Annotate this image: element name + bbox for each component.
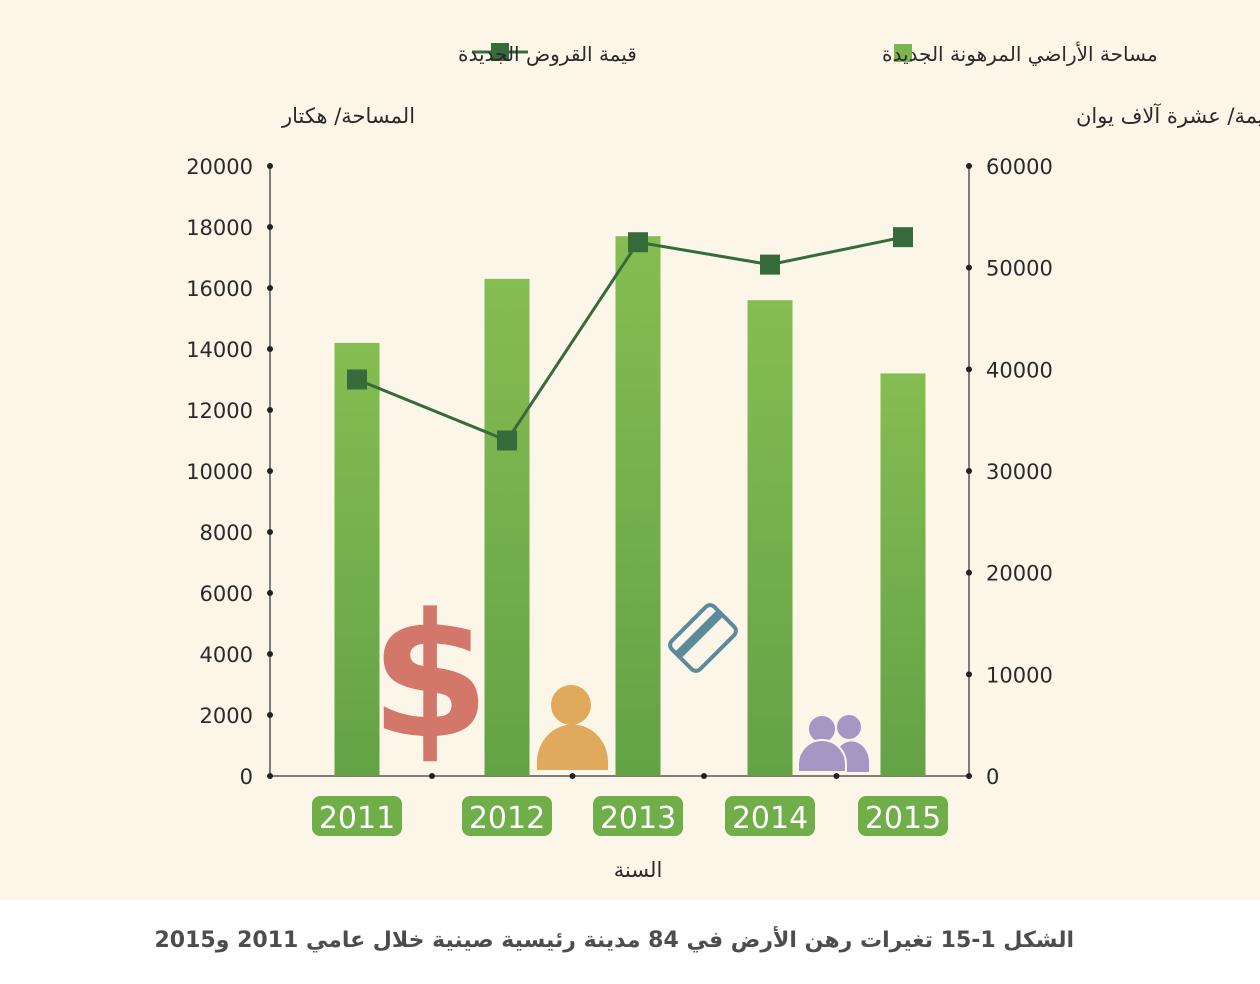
left-tick-label: 18000 [186, 216, 253, 240]
left-tick-dot [267, 590, 273, 596]
caption-text: الشكل 1-15 تغيرات رهن الأرض في 84 مدينة … [154, 928, 1075, 953]
x-separator-dot [429, 773, 435, 779]
right-axis-ticks: 0 10000 20000 30000 40000 50000 60000 [966, 155, 1053, 789]
right-tick-label: 60000 [986, 155, 1053, 179]
right-tick-label: 30000 [986, 460, 1053, 484]
left-axis-ticks: 0 2000 4000 6000 8000 10000 12000 14000 16000 180… [186, 155, 273, 789]
right-tick-label: 0 [986, 765, 999, 789]
left-tick-dot [267, 529, 273, 535]
right-tick-label: 10000 [986, 663, 1053, 687]
person-icon [537, 685, 608, 770]
left-tick-dot [267, 712, 273, 718]
left-axis-title: المساحة/ هكتار [281, 104, 415, 128]
x-separator-dot [833, 773, 840, 779]
left-tick-label: 2000 [200, 704, 253, 728]
bar-2014 [747, 300, 793, 776]
left-tick-dot [267, 163, 273, 169]
left-tick-dot [267, 407, 273, 413]
left-tick-label: 20000 [186, 155, 253, 179]
legend-bar-label: مساحة الأراضي المرهونة الجديدة [882, 42, 1158, 67]
chart-svg: مساحة الأراضي المرهونة الجديدة قيمة القر… [186, 42, 1260, 882]
right-axis-title: القيمة/ عشرة آلاف يوان [1076, 103, 1260, 128]
right-tick-dot [966, 569, 972, 576]
left-tick-dot [267, 285, 273, 291]
line-marker-2015 [893, 227, 913, 248]
right-tick-dot [966, 468, 972, 474]
legend: مساحة الأراضي المرهونة الجديدة قيمة القر… [458, 42, 1158, 67]
year-pill [593, 796, 683, 836]
bar-2015 [880, 373, 926, 776]
line-marker-2012 [497, 430, 517, 451]
x-axis-labels: 2011 2012 2013 2014 2015 [312, 796, 948, 836]
line-marker-2011 [347, 369, 367, 390]
left-tick-label: 0 [240, 765, 253, 789]
x-axis-title: السنة [614, 858, 663, 882]
bar-series [334, 236, 926, 776]
x-axis-dots [429, 773, 840, 779]
left-tick-label: 14000 [186, 338, 253, 362]
figure-caption: الشكل 1-15 تغيرات رهن الأرض في 84 مدينة … [0, 906, 1260, 976]
legend-bar-swatch [894, 44, 912, 62]
left-tick-label: 12000 [186, 399, 253, 423]
legend-line-label: قيمة القروض الجديدة [458, 42, 637, 66]
bar-2012 [484, 278, 530, 776]
year-pill [312, 796, 402, 836]
left-tick-label: 10000 [186, 460, 253, 484]
x-tick-label: 2011 [319, 801, 395, 836]
bar-2013 [615, 236, 661, 776]
legend-line-marker [491, 43, 509, 61]
chart-panel: مساحة الأراضي المرهونة الجديدة قيمة القر… [0, 0, 1260, 900]
year-pill [462, 796, 552, 836]
right-tick-dot [966, 671, 972, 678]
x-tick-label: 2015 [865, 801, 941, 836]
line-marker-2014 [760, 254, 780, 275]
x-separator-dot [569, 773, 576, 779]
x-tick-label: 2014 [732, 801, 808, 836]
svg-text:$: $ [370, 576, 490, 777]
right-tick-label: 20000 [986, 562, 1053, 586]
credit-card-icon [668, 603, 738, 673]
right-tick-dot [966, 366, 972, 373]
left-tick-dot [267, 224, 273, 230]
year-pill [725, 796, 815, 836]
left-tick-label: 6000 [200, 582, 253, 606]
right-tick-label: 40000 [986, 358, 1053, 382]
left-tick-dot [267, 468, 273, 474]
left-tick-label: 8000 [200, 521, 253, 545]
x-tick-label: 2013 [600, 801, 676, 836]
left-tick-dot [267, 346, 273, 352]
right-tick-dot [966, 773, 972, 779]
dollar-icon: $ [370, 576, 490, 777]
line-series [347, 227, 913, 451]
x-tick-label: 2012 [469, 801, 545, 836]
right-tick-dot [966, 163, 972, 169]
x-separator-dot [701, 773, 707, 779]
line-marker-2013 [628, 232, 648, 253]
people-icon [797, 714, 869, 773]
left-tick-label: 4000 [200, 643, 253, 667]
year-pill [858, 796, 948, 836]
left-tick-dot [267, 651, 273, 657]
left-tick-dot [267, 773, 273, 779]
right-tick-label: 50000 [986, 257, 1053, 281]
bar-2011 [334, 342, 380, 776]
left-tick-label: 16000 [186, 277, 253, 301]
right-tick-dot [966, 264, 972, 271]
